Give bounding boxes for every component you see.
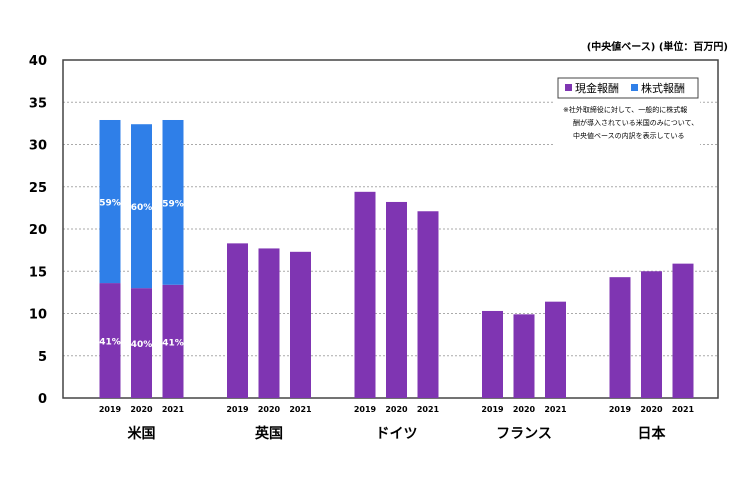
x-tick-label: 2020 [640,405,663,414]
bar-cash [672,263,694,398]
bar-cash [513,314,535,398]
x-tick-label: 2021 [162,405,185,414]
x-tick-label: 2020 [130,405,153,414]
data-label-cash: 41% [162,338,184,348]
y-tick-label: 5 [38,350,47,365]
bar-cash [290,251,311,398]
bar-cash [545,301,566,398]
y-tick-label: 30 [29,139,47,154]
bar-cash [354,191,376,398]
legend-label: 現金報酬 [575,81,619,95]
x-tick-label: 2021 [417,405,440,414]
x-tick-label: 2021 [544,405,567,414]
x-tick-label: 2021 [672,405,695,414]
bar-cash [258,248,280,398]
x-tick-label: 2021 [289,405,312,414]
data-label-stock: 59% [99,199,121,209]
y-tick-label: 35 [29,96,47,111]
y-tick-label: 20 [29,223,47,238]
group-label: フランス [496,426,552,442]
bar-stock [99,119,121,284]
x-tick-label: 2019 [354,405,377,414]
note-text: 酬が導入されている米国のみについて、 [573,118,698,127]
x-tick-label: 2019 [226,405,249,414]
note-text: ※社外取締役に対して、一般的に株式報 [563,105,687,114]
y-tick-label: 10 [29,308,47,323]
bar-stock [131,124,152,289]
bar-cash [609,277,631,398]
data-label-cash: 41% [99,338,121,348]
x-tick-label: 2020 [258,405,281,414]
unit-note: (中央値ベース) (単位：百万円) [587,40,728,53]
data-label-stock: 60% [131,203,153,213]
data-label-stock: 59% [162,199,184,209]
legend-label: 株式報酬 [641,81,685,95]
y-tick-label: 25 [29,181,47,196]
bar-cash [162,284,184,398]
bar-cash [641,271,662,398]
bar-cash [99,283,121,398]
bar-cash [482,310,503,398]
x-tick-label: 2019 [99,405,122,414]
y-tick-label: 15 [29,265,47,280]
group-label: 米国 [128,425,156,442]
x-tick-label: 2020 [385,405,408,414]
bar-stock [162,119,184,285]
legend-swatch [631,84,638,91]
legend-swatch [565,84,572,91]
bar-cash [131,288,152,398]
data-label-cash: 40% [131,340,153,350]
group-label: 英国 [254,425,283,442]
x-tick-label: 2019 [481,405,504,414]
y-tick-label: 0 [38,392,47,407]
legend-box [557,77,699,99]
group-label: 日本 [638,425,667,442]
x-tick-label: 2019 [609,405,632,414]
bar-cash [386,201,407,398]
bar-cash [227,243,248,398]
x-tick-label: 2020 [513,405,536,414]
y-tick-label: 40 [29,54,47,69]
bar-cash [417,211,439,398]
group-label: ドイツ [376,426,418,442]
note-text: 中央値ベースの内訳を表示している [573,131,684,140]
